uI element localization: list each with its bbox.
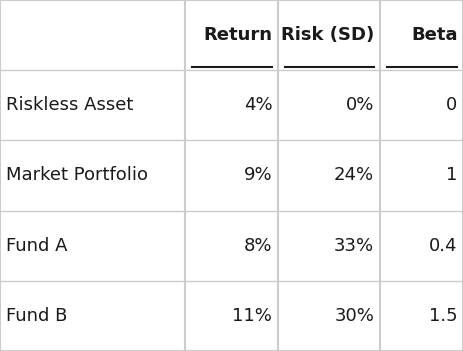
Text: 11%: 11% bbox=[232, 307, 272, 325]
Text: 24%: 24% bbox=[334, 166, 374, 185]
Text: 9%: 9% bbox=[244, 166, 272, 185]
Text: 8%: 8% bbox=[244, 237, 272, 255]
Text: Riskless Asset: Riskless Asset bbox=[6, 96, 133, 114]
Text: 0%: 0% bbox=[346, 96, 374, 114]
Text: 4%: 4% bbox=[244, 96, 272, 114]
Text: 1: 1 bbox=[446, 166, 457, 185]
Text: Beta: Beta bbox=[411, 26, 457, 44]
Text: 30%: 30% bbox=[334, 307, 374, 325]
Text: Fund B: Fund B bbox=[6, 307, 67, 325]
Text: 33%: 33% bbox=[334, 237, 374, 255]
Text: Fund A: Fund A bbox=[6, 237, 67, 255]
Text: Market Portfolio: Market Portfolio bbox=[6, 166, 148, 185]
Text: 0: 0 bbox=[446, 96, 457, 114]
Text: 1.5: 1.5 bbox=[429, 307, 457, 325]
Text: 0.4: 0.4 bbox=[429, 237, 457, 255]
Text: Risk (SD): Risk (SD) bbox=[281, 26, 374, 44]
Text: Return: Return bbox=[203, 26, 272, 44]
